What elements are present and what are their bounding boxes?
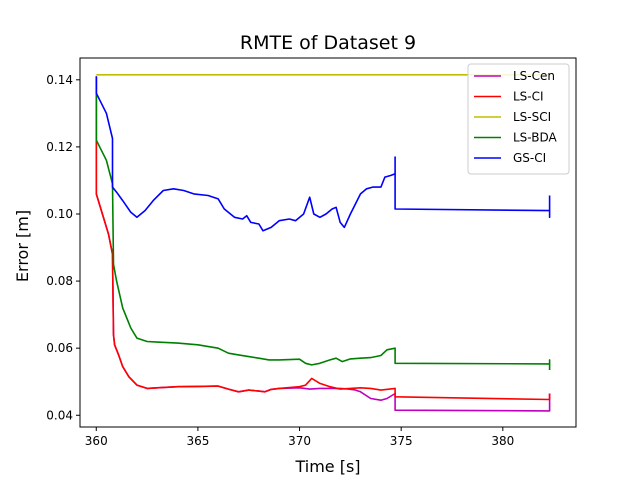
y-tick-label: 0.14 bbox=[46, 73, 73, 87]
x-tick-label: 380 bbox=[491, 434, 514, 448]
legend-label-ls-sci: LS-SCI bbox=[513, 110, 551, 124]
x-tick-label: 365 bbox=[186, 434, 209, 448]
legend-label-ls-bda: LS-BDA bbox=[513, 131, 557, 145]
legend-label-ls-cen: LS-Cen bbox=[513, 69, 555, 83]
legend-label-gs-ci: GS-CI bbox=[513, 151, 546, 165]
y-tick-label: 0.12 bbox=[46, 140, 73, 154]
y-tick-label: 0.04 bbox=[46, 408, 73, 422]
y-tick-label: 0.10 bbox=[46, 207, 73, 221]
y-tick-label: 0.08 bbox=[46, 274, 73, 288]
legend-label-ls-ci: LS-CI bbox=[513, 90, 544, 104]
y-axis-label: Error [m] bbox=[13, 210, 32, 282]
series-line-ls-bda bbox=[95, 76, 551, 370]
legend-box bbox=[467, 63, 570, 175]
plot-area: 360 365 370 375 380 0.04 0.06 0.08 0.10 0.12 0.14 L… bbox=[46, 57, 577, 448]
axes-frame bbox=[79, 57, 577, 428]
y-tick-label: 0.06 bbox=[46, 341, 73, 355]
x-axis-label: Time [s] bbox=[294, 457, 360, 476]
x-tick-label: 360 bbox=[85, 434, 108, 448]
chart-title: RMTE of Dataset 9 bbox=[240, 32, 416, 54]
x-tick-label: 375 bbox=[390, 434, 413, 448]
series-line-ls-ci bbox=[95, 76, 551, 401]
x-tick-label: 370 bbox=[288, 434, 311, 448]
series-line-gs-ci bbox=[95, 76, 551, 232]
